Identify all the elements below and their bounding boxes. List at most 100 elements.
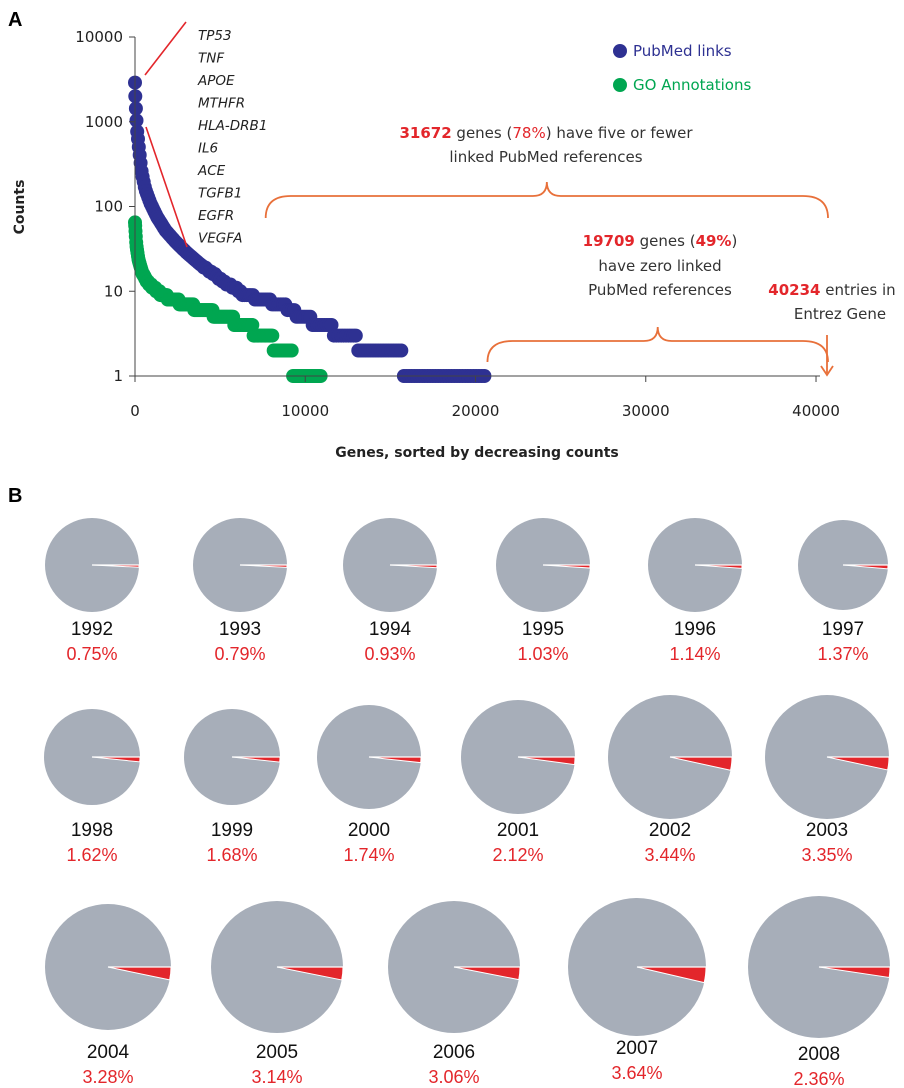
- data-point: [128, 101, 143, 116]
- data-point: [129, 113, 144, 128]
- pie-percent-label: 0.93%: [364, 644, 415, 664]
- pie-year-label: 1994: [369, 619, 412, 640]
- plot-a: [128, 75, 492, 383]
- pie-percent-label: 2.36%: [793, 1069, 844, 1088]
- series-go-annotations: [128, 215, 328, 383]
- pie-1994: 1994 0.93%: [343, 518, 438, 664]
- gene-pointer-line: [144, 21, 187, 76]
- pie-year-label: 1999: [211, 820, 253, 841]
- data-point: [324, 318, 339, 332]
- legend-label: PubMed links: [633, 42, 732, 60]
- data-point: [245, 318, 260, 332]
- x-tick-label: 10000: [281, 402, 329, 420]
- pie-year-label: 2006: [433, 1042, 475, 1063]
- data-point: [348, 328, 363, 343]
- pie-2008: 2008 2.36%: [748, 896, 891, 1088]
- gene-label: VEGFA: [198, 231, 242, 247]
- annotations: 31672 genes (78%) have five or fewer link…: [264, 124, 896, 377]
- data-point: [265, 328, 280, 343]
- pie-1992: 1992 0.75%: [45, 518, 140, 664]
- pie-year-label: 1992: [71, 619, 113, 640]
- y-tick-label: 100: [94, 198, 123, 216]
- x-axis-title: Genes, sorted by decreasing counts: [335, 445, 618, 461]
- annotation-text: linked PubMed references: [449, 148, 642, 166]
- annotation-text: 31672 genes (78%) have five or fewer: [399, 124, 693, 142]
- pie-percent-label: 3.35%: [801, 845, 852, 865]
- x-tick-label: 40000: [792, 402, 840, 420]
- pie-percent-label: 3.14%: [251, 1067, 302, 1087]
- pie-percent-label: 1.68%: [206, 845, 257, 865]
- pie-year-label: 1997: [822, 619, 864, 640]
- pie-2003: 2003 3.35%: [765, 695, 890, 865]
- gene-label: TP53: [198, 28, 232, 44]
- x-tick-label: 0: [130, 402, 140, 420]
- gene-label: HLA-DRB1: [198, 118, 267, 134]
- pie-2002: 2002 3.44%: [608, 695, 733, 865]
- pie-2006: 2006 3.06%: [388, 901, 521, 1087]
- pie-2000: 2000 1.74%: [317, 705, 422, 865]
- y-axis-title: Counts: [12, 180, 28, 235]
- pie-2007: 2007 3.64%: [568, 898, 707, 1083]
- pie-percent-label: 3.64%: [611, 1063, 662, 1083]
- annotation-text: 19709 genes (49%): [583, 232, 738, 250]
- pie-2004: 2004 3.28%: [45, 904, 172, 1087]
- series-pubmed-links: [128, 75, 492, 383]
- pie-percent-label: 0.79%: [214, 644, 265, 664]
- pie-2005: 2005 3.14%: [211, 901, 344, 1087]
- pie-percent-label: 2.12%: [492, 845, 543, 865]
- gene-label: EGFR: [198, 208, 234, 224]
- legend-marker: [613, 78, 627, 92]
- pie-year-label: 1995: [522, 619, 564, 640]
- brace: [486, 326, 829, 363]
- x-tick-label: 20000: [452, 402, 500, 420]
- annotation-text: have zero linked: [598, 257, 721, 275]
- pie-percent-label: 1.03%: [517, 644, 568, 664]
- gene-pointer-line: [145, 126, 188, 248]
- pie-year-label: 1998: [71, 820, 113, 841]
- pie-1999: 1999 1.68%: [184, 709, 281, 865]
- data-point: [394, 343, 409, 358]
- legend-label: GO Annotations: [633, 76, 751, 94]
- top-gene-list: TP53 TNF APOE MTHFR HLA-DRB1 IL6 ACE TGFB1 EGFR V…: [144, 21, 267, 248]
- data-point: [284, 343, 299, 358]
- pie-grid: 1992 0.75% 1993 0.79% 1994 0.93% 1995 1.03% 1996…: [44, 518, 891, 1088]
- pie-year-label: 2005: [256, 1042, 298, 1063]
- pie-percent-label: 3.28%: [82, 1067, 133, 1087]
- axes-a: 10000 1000 100 10 10 10000 20000 30000 40000: [75, 28, 840, 420]
- pie-year-label: 2002: [649, 820, 691, 841]
- panel-a-label: A: [8, 9, 22, 31]
- y-tick-label: 10: [104, 282, 123, 300]
- gene-label: IL6: [198, 141, 218, 157]
- brace: [264, 181, 829, 219]
- annotation-text: 40234 entries in: [768, 281, 895, 299]
- panel-b-label: B: [8, 485, 22, 507]
- pie-percent-label: 3.06%: [428, 1067, 479, 1087]
- pie-1996: 1996 1.14%: [648, 518, 743, 664]
- pie-year-label: 2007: [616, 1038, 658, 1059]
- pie-year-label: 2000: [348, 820, 390, 841]
- pie-percent-label: 3.44%: [644, 845, 695, 865]
- pie-1995: 1995 1.03%: [496, 518, 591, 664]
- annotation-text: Entrez Gene: [794, 305, 886, 323]
- pie-year-label: 2004: [87, 1042, 130, 1063]
- arrow-head: [820, 365, 834, 377]
- gene-label: APOE: [197, 73, 235, 89]
- pie-percent-label: 1.14%: [669, 644, 720, 664]
- pie-year-label: 2001: [497, 820, 539, 841]
- pie-2001: 2001 2.12%: [461, 700, 576, 865]
- y-tick-label: 1000: [85, 113, 123, 131]
- pie-percent-label: 0.75%: [66, 644, 117, 664]
- pie-1993: 1993 0.79%: [193, 518, 288, 664]
- legend-marker: [613, 44, 627, 58]
- pie-year-label: 1993: [219, 619, 261, 640]
- annotation-text: PubMed references: [588, 281, 732, 299]
- pie-year-label: 1996: [674, 619, 716, 640]
- y-tick-label: 10000: [75, 28, 123, 46]
- gene-label: TNF: [198, 51, 224, 67]
- pie-percent-label: 1.62%: [66, 845, 117, 865]
- pie-percent-label: 1.74%: [343, 845, 394, 865]
- pie-year-label: 2008: [798, 1044, 840, 1065]
- x-tick-label: 30000: [622, 402, 670, 420]
- pie-1998: 1998 1.62%: [44, 709, 141, 865]
